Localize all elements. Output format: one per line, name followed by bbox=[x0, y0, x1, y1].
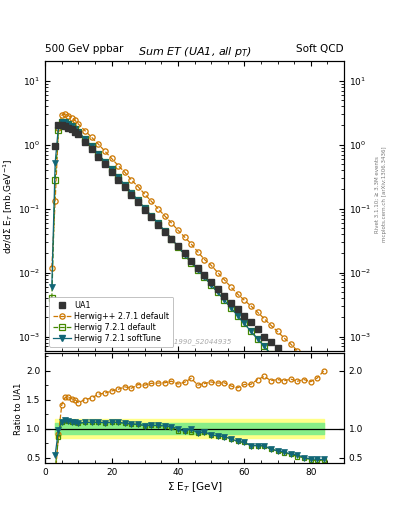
Legend: UA1, Herwig++ 2.7.1 default, Herwig 7.2.1 default, Herwig 7.2.1 softTune: UA1, Herwig++ 2.7.1 default, Herwig 7.2.… bbox=[49, 296, 173, 347]
Y-axis label: d$\sigma$/d$\Sigma$ E$_T$ [mb,GeV$^{-1}$]: d$\sigma$/d$\Sigma$ E$_T$ [mb,GeV$^{-1}$… bbox=[1, 158, 15, 254]
Text: Soft QCD: Soft QCD bbox=[296, 44, 344, 54]
Text: Rivet 3.1.10; ≥ 3.3M events: Rivet 3.1.10; ≥ 3.3M events bbox=[375, 156, 380, 233]
Text: Sum ET (UA1, all p$_T$): Sum ET (UA1, all p$_T$) bbox=[138, 45, 252, 58]
Text: UA1_1990_S2044935: UA1_1990_S2044935 bbox=[157, 338, 232, 345]
Text: 500 GeV ppbar: 500 GeV ppbar bbox=[45, 44, 123, 54]
Y-axis label: Ratio to UA1: Ratio to UA1 bbox=[14, 382, 23, 435]
X-axis label: $\Sigma$ E$_T$ [GeV]: $\Sigma$ E$_T$ [GeV] bbox=[167, 480, 222, 494]
Text: mcplots.cern.ch [arXiv:1306.3436]: mcplots.cern.ch [arXiv:1306.3436] bbox=[382, 147, 387, 242]
